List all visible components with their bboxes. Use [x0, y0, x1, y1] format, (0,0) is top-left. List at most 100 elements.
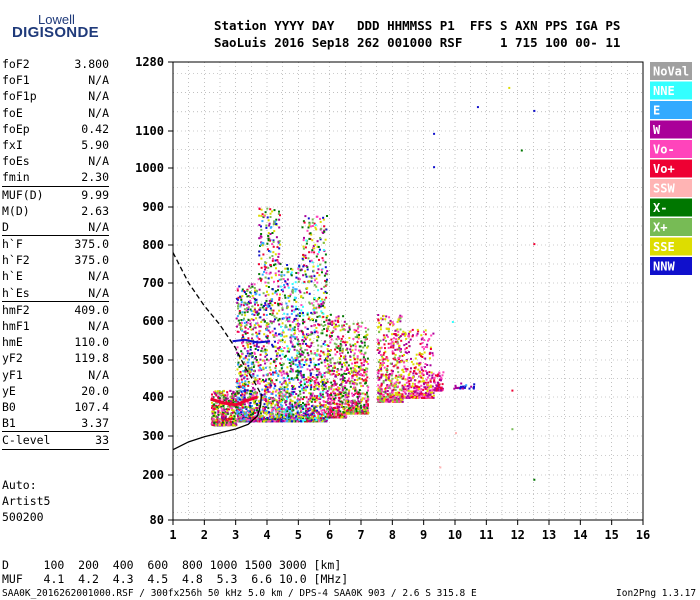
- echo-point: [277, 391, 280, 394]
- echo-point: [333, 401, 336, 404]
- echo-point: [225, 413, 228, 416]
- echo-point: [304, 270, 307, 273]
- echo-point: [323, 353, 326, 356]
- echo-point: [420, 368, 423, 371]
- echo-point: [253, 402, 256, 405]
- echo-point: [395, 363, 398, 366]
- echo-point: [263, 408, 266, 411]
- echo-point: [289, 377, 292, 380]
- echo-point: [306, 336, 309, 339]
- echo-point: [338, 373, 341, 376]
- echo-point: [346, 400, 349, 403]
- x-tick-label: 11: [479, 528, 493, 542]
- echo-point: [339, 400, 342, 403]
- echo-point: [310, 411, 313, 414]
- echo-point: [327, 397, 330, 400]
- echo-point: [275, 408, 278, 411]
- echo-point: [346, 341, 349, 344]
- echo-point: [299, 379, 302, 382]
- echo-point: [321, 332, 324, 335]
- echo-point: [261, 416, 264, 419]
- echo-point: [280, 374, 283, 377]
- echo-point: [327, 345, 330, 347]
- echo-point: [267, 277, 270, 280]
- echo-point: [365, 399, 368, 402]
- echo-point: [305, 363, 308, 366]
- parameter-table: foF2 3.800 foF1 N/A foF1p N/A foE N/A foEp 0.42 fx…: [2, 56, 109, 450]
- echo-point: [243, 419, 246, 422]
- echo-point: [218, 405, 221, 408]
- echo-point: [242, 386, 244, 389]
- echo-point: [244, 373, 247, 376]
- echo-point: [349, 359, 352, 361]
- echo-point: [241, 342, 244, 345]
- echo-point: [376, 348, 379, 351]
- echo-point: [318, 353, 321, 356]
- echo-point: [343, 324, 345, 327]
- header-labels: Station YYYY DAY DDD HHMMSS P1 FFS S AXN…: [214, 18, 621, 33]
- echo-point: [356, 341, 359, 344]
- echo-point: [238, 382, 241, 385]
- echo-point: [253, 409, 256, 412]
- echo-point: [318, 304, 321, 307]
- echo-point: [298, 405, 301, 408]
- echo-point: [238, 310, 241, 312]
- echo-point: [243, 361, 246, 364]
- echo-point: [401, 354, 404, 357]
- echo-point: [268, 382, 271, 385]
- echo-point: [354, 348, 357, 351]
- echo-point: [255, 359, 258, 361]
- echo-point: [356, 379, 359, 381]
- echo-point: [279, 362, 282, 365]
- echo-point: [407, 341, 410, 344]
- echo-point: [321, 381, 324, 384]
- echo-point: [381, 356, 384, 359]
- echo-point: [397, 338, 400, 341]
- echo-point: [326, 390, 329, 393]
- echo-point: [245, 408, 248, 410]
- echo-point: [334, 413, 337, 416]
- echo-point: [323, 359, 326, 362]
- echo-point: [390, 338, 393, 341]
- echo-point: [240, 350, 243, 353]
- echo-point: [328, 364, 330, 367]
- echo-point: [241, 329, 244, 332]
- echo-point: [278, 414, 281, 417]
- echo-point: [346, 368, 349, 371]
- echo-point: [349, 406, 352, 409]
- echo-point: [267, 339, 270, 342]
- echo-point: [282, 407, 284, 410]
- echo-point: [217, 395, 220, 398]
- echo-point: [238, 413, 241, 416]
- echo-point: [236, 351, 239, 354]
- echo-point: [410, 360, 413, 363]
- echo-point: [243, 370, 246, 373]
- echo-point: [294, 288, 297, 291]
- echo-point: [319, 263, 322, 266]
- echo-point: [254, 326, 257, 329]
- echo-point: [319, 237, 322, 239]
- echo-point: [237, 387, 240, 389]
- echo-point: [249, 301, 252, 304]
- echo-point: [272, 415, 275, 418]
- echo-point: [311, 410, 314, 413]
- echo-point: [422, 373, 425, 376]
- echo-point: [257, 361, 260, 364]
- echo-point: [277, 240, 280, 243]
- echo-point: [322, 315, 325, 318]
- echo-point: [329, 406, 332, 408]
- echo-point: [356, 412, 359, 414]
- param-separator: [2, 431, 109, 433]
- echo-point: [252, 328, 254, 331]
- param-name: h`Es: [2, 285, 30, 300]
- echo-point: [357, 400, 360, 403]
- echo-point: [315, 330, 318, 333]
- echo-point: [277, 213, 280, 215]
- echo-point: [223, 420, 225, 423]
- echo-point: [307, 257, 310, 260]
- echo-point: [313, 306, 316, 309]
- echo-point: [326, 363, 329, 366]
- echo-point: [317, 413, 319, 415]
- echo-point: [393, 384, 396, 387]
- echo-point: [418, 352, 421, 354]
